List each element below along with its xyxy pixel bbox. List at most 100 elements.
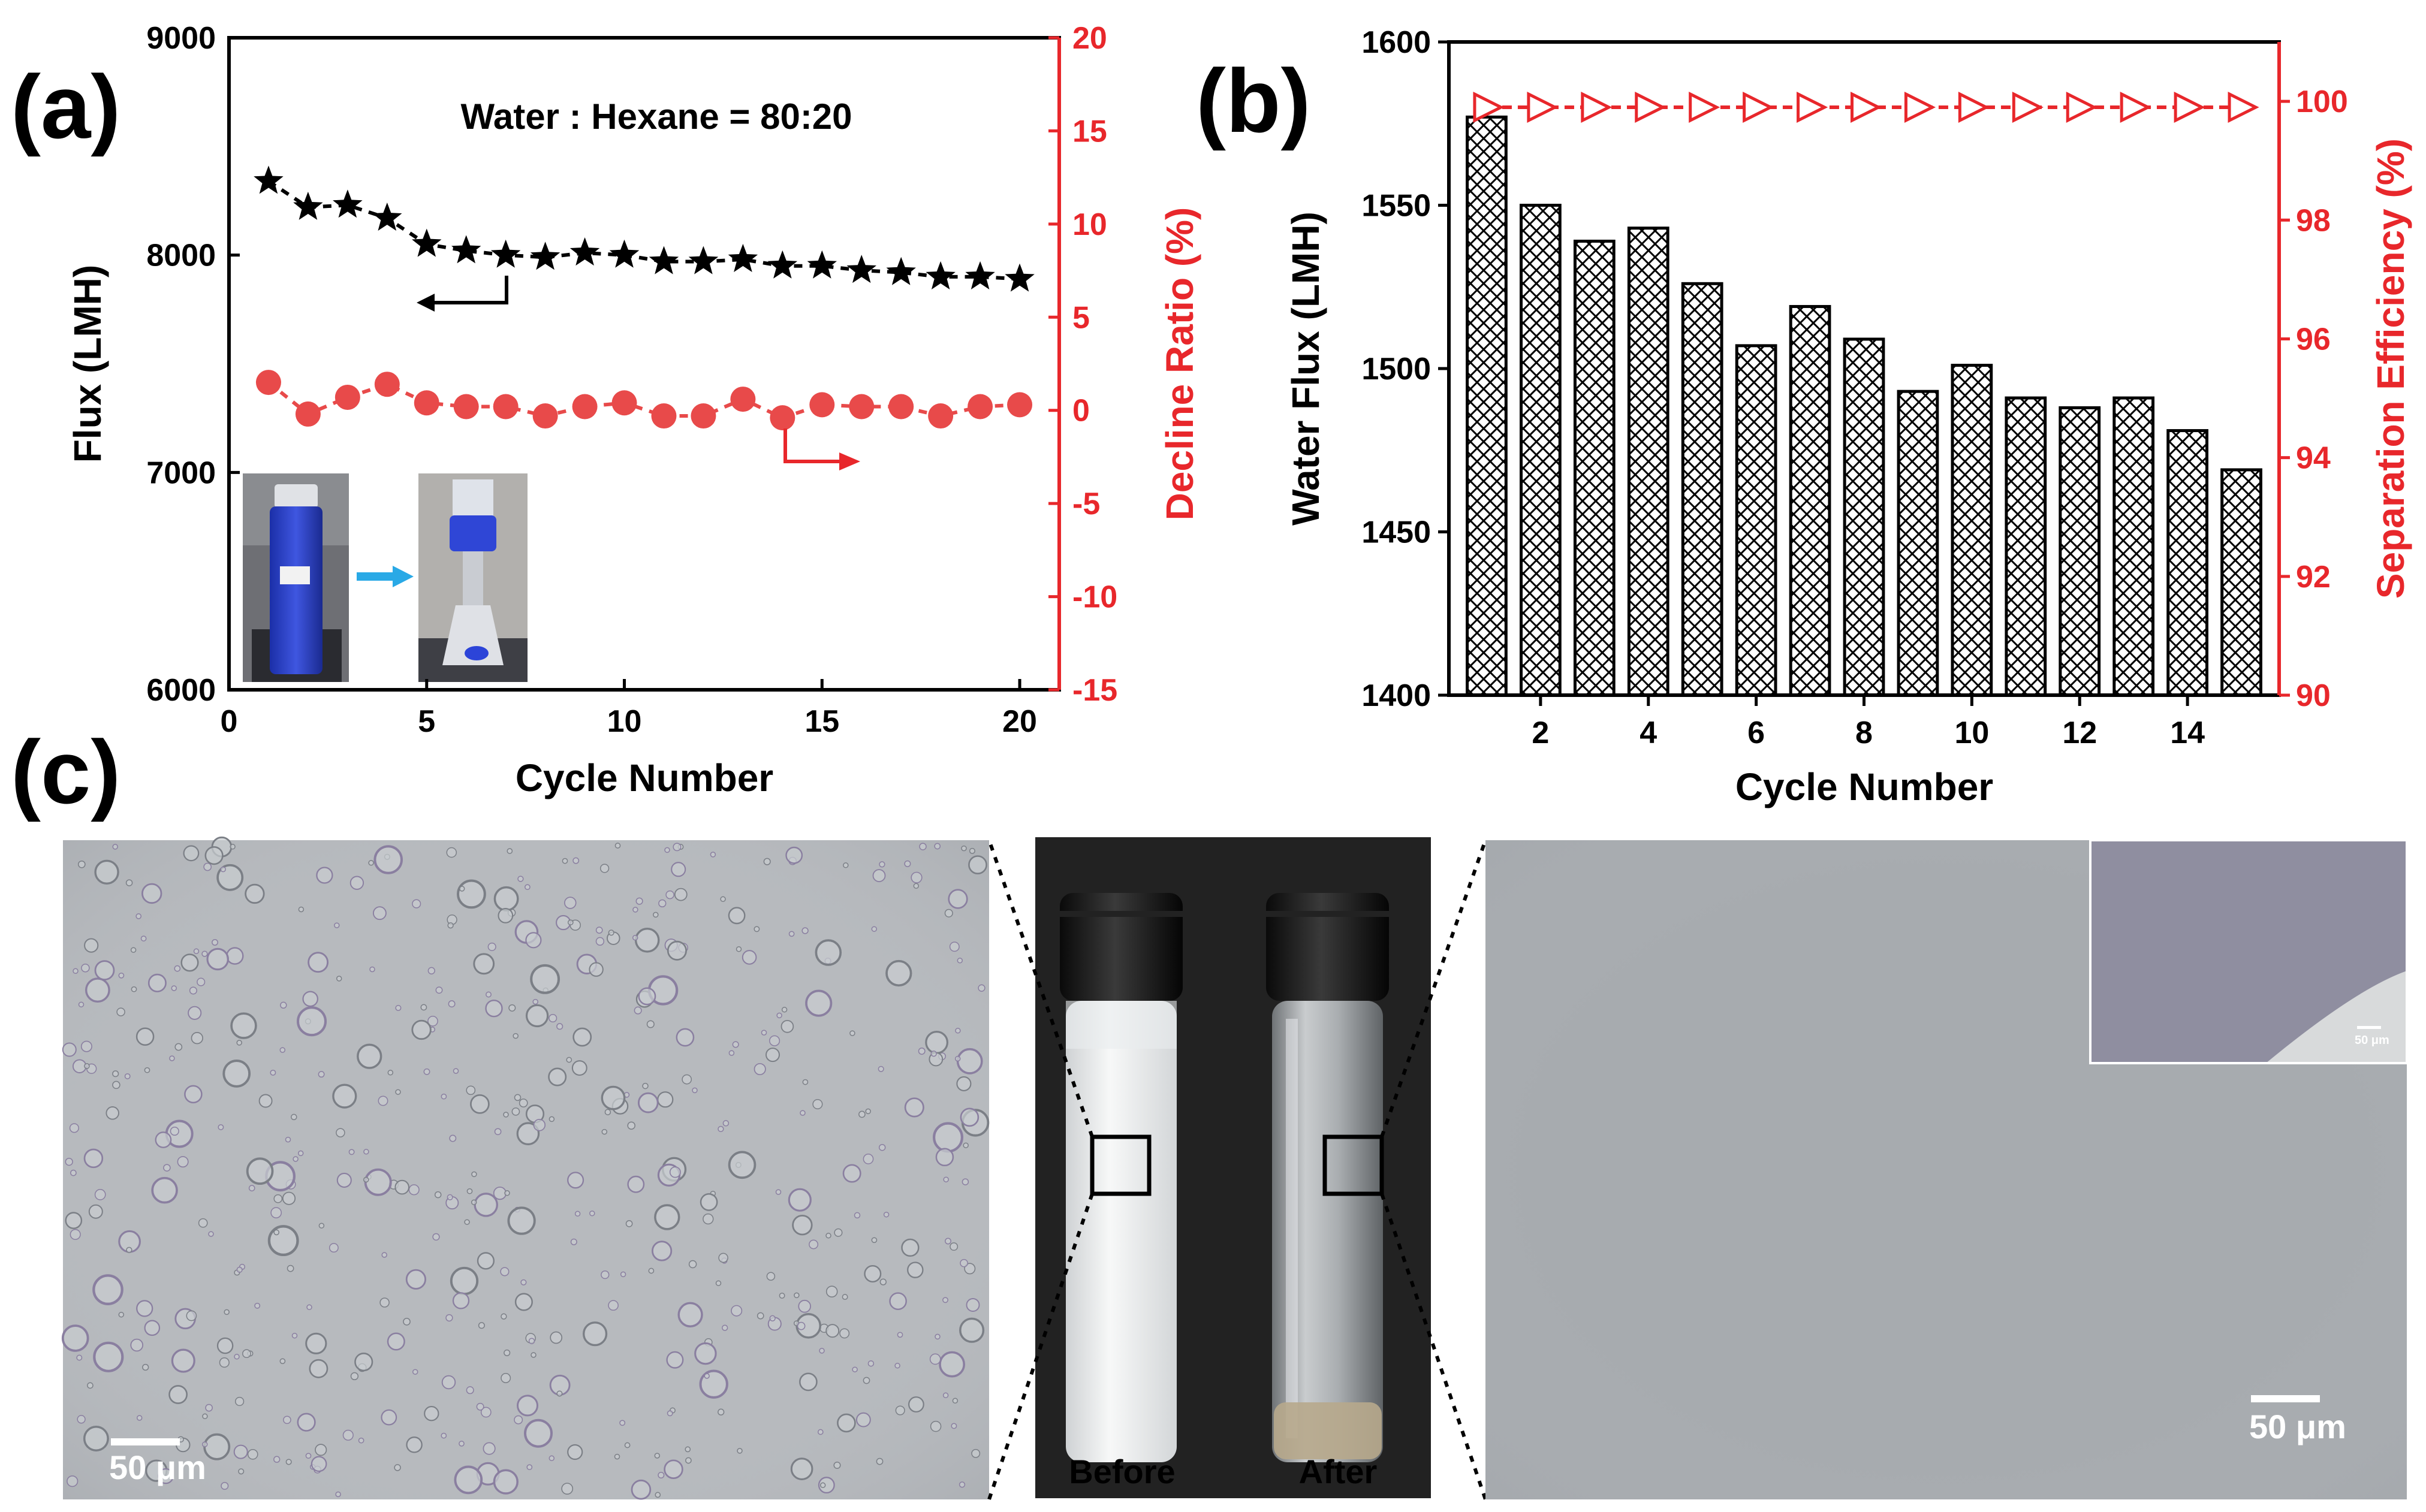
droplet <box>964 1263 976 1275</box>
droplet <box>363 1176 369 1183</box>
droplet <box>511 1107 520 1116</box>
droplet <box>141 883 162 904</box>
droplet <box>667 1410 673 1417</box>
droplet <box>525 884 531 891</box>
droplet <box>212 939 218 946</box>
flux-point <box>372 203 402 231</box>
droplet <box>201 1441 208 1447</box>
droplet <box>842 1164 861 1183</box>
droplet <box>336 1128 345 1137</box>
efficiency-point <box>1797 91 1828 123</box>
droplet <box>387 1332 405 1351</box>
droplet <box>87 1382 94 1389</box>
flux-point <box>728 243 758 272</box>
droplet <box>904 1097 924 1118</box>
y-tick-label-right: -15 <box>1072 673 1117 708</box>
droplet <box>478 1322 485 1329</box>
droplet <box>614 1453 620 1460</box>
droplet <box>381 1252 387 1258</box>
droplet <box>963 1142 969 1148</box>
droplet <box>934 843 941 850</box>
droplet <box>88 1204 103 1219</box>
droplet <box>493 1187 507 1200</box>
droplet <box>77 860 86 868</box>
droplet <box>564 897 577 909</box>
droplet <box>624 1442 631 1448</box>
droplet <box>677 1302 703 1327</box>
droplet <box>69 1123 79 1133</box>
droplet <box>531 1352 537 1358</box>
droplet <box>61 1324 89 1352</box>
droplet <box>925 1030 948 1054</box>
droplet <box>788 931 795 937</box>
y-tick-label-left: 1550 <box>1361 189 1431 224</box>
decline-point <box>255 370 281 396</box>
droplet <box>654 1204 680 1230</box>
droplet <box>676 1028 695 1047</box>
decline-point <box>770 405 795 431</box>
flux-point <box>846 255 876 283</box>
droplet <box>171 1348 195 1373</box>
droplet <box>454 1465 483 1495</box>
scale-bar <box>2251 1395 2320 1402</box>
droplet <box>379 1297 390 1308</box>
droplet <box>471 1199 477 1205</box>
droplet <box>395 1004 402 1011</box>
droplet <box>309 1359 329 1378</box>
droplet <box>112 1081 120 1090</box>
droplet <box>354 1353 373 1372</box>
droplet <box>350 1372 359 1381</box>
droplet <box>939 1351 966 1378</box>
droplet <box>297 1413 316 1432</box>
droplet <box>634 1006 642 1015</box>
droplet <box>135 913 142 919</box>
droplet <box>230 1012 257 1039</box>
droplet <box>919 843 927 850</box>
y-tick-label-left: 1500 <box>1361 352 1431 387</box>
droplet <box>754 1063 766 1076</box>
droplet <box>500 1267 510 1276</box>
droplet <box>817 1429 824 1435</box>
droplet <box>809 1239 819 1250</box>
efficiency-point <box>2228 91 2259 123</box>
panel-b: 2 4 6 8 10 12 14 1400 1450 1500 1550 1600 90 92 94 96 98… <box>1284 25 2412 808</box>
droplet <box>474 1193 498 1217</box>
y-tick-label-right: 15 <box>1072 114 1107 149</box>
y-tick-label-right: 0 <box>1072 394 1090 428</box>
droplet <box>825 1324 840 1338</box>
droplet <box>245 883 265 904</box>
droplet <box>517 876 524 882</box>
droplet <box>305 1453 312 1459</box>
flux-bar <box>2112 396 2155 697</box>
droplet <box>648 1267 655 1274</box>
droplet <box>718 1125 724 1133</box>
efficiency-point <box>1958 91 1990 123</box>
droplet <box>78 1001 85 1007</box>
droplet <box>125 879 133 886</box>
droplet <box>634 928 660 953</box>
series-flux <box>254 165 1035 292</box>
droplet <box>631 1479 652 1500</box>
scale-bar-label: 50 μm <box>2355 1034 2389 1047</box>
droplet <box>158 1468 174 1484</box>
decline-point <box>651 403 677 429</box>
after-label: After <box>1299 1453 1378 1490</box>
droplet <box>302 991 318 1007</box>
droplet <box>378 1095 388 1106</box>
panel-a: Water : Hexane = 80:20 0 5 10 15 20 6000 7000 8… <box>66 21 1201 799</box>
vial-before: Before <box>1060 893 1183 1490</box>
droplet <box>77 1415 86 1424</box>
droplet <box>449 1134 457 1142</box>
droplet <box>950 1242 959 1251</box>
droplet <box>140 935 147 941</box>
droplet <box>308 952 329 973</box>
droplet <box>894 1363 900 1369</box>
droplet <box>459 886 465 892</box>
droplet <box>130 947 137 953</box>
y-tick-label-right: -5 <box>1072 487 1100 521</box>
droplet <box>604 1109 611 1115</box>
droplet <box>780 1020 794 1033</box>
vial-after: After <box>1266 893 1389 1490</box>
droplet <box>151 1176 178 1204</box>
